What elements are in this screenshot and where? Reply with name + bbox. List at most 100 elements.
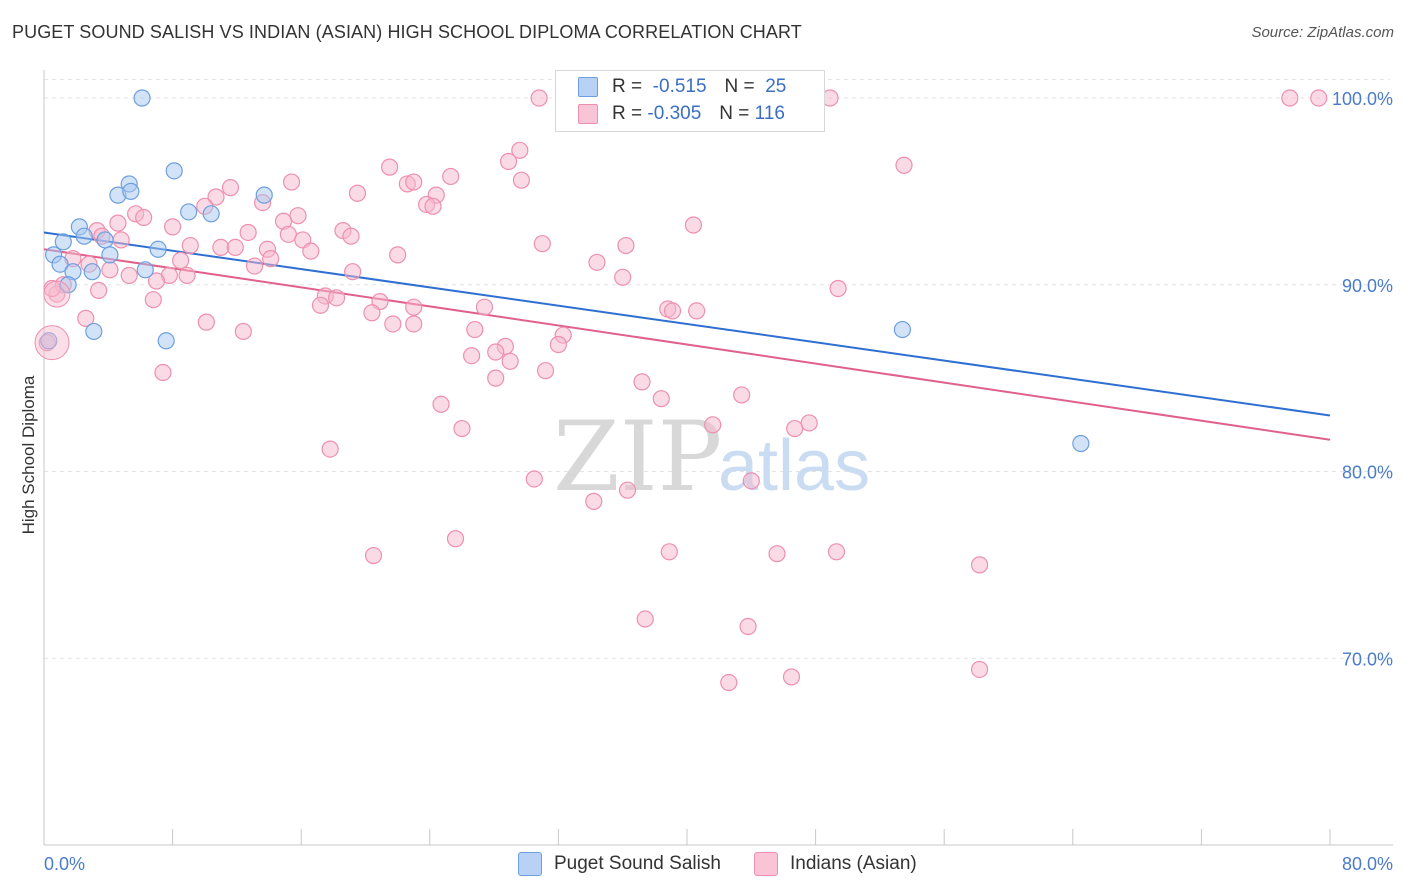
indian-point xyxy=(344,263,362,281)
indian-point xyxy=(181,236,199,255)
indian-point xyxy=(405,173,423,191)
indian-point xyxy=(800,414,818,432)
puget-point xyxy=(101,246,119,264)
indian-point xyxy=(501,352,519,370)
series-legend-indians[interactable]: Indians (Asian) xyxy=(754,852,917,876)
indian-point xyxy=(549,335,568,354)
puget-point xyxy=(51,255,69,273)
legend-r-label: R = xyxy=(612,76,643,97)
tick-labels: 70.0% 80.0% 90.0% 100.0% 0.0% 80.0% xyxy=(44,89,1393,874)
data-points xyxy=(34,89,1328,692)
watermark-zip: ZIP xyxy=(553,401,722,513)
indian-point xyxy=(487,369,505,387)
indian-point xyxy=(733,386,751,404)
indian-point xyxy=(342,227,360,245)
indian-point xyxy=(77,309,95,327)
indian-point xyxy=(742,472,760,490)
axes xyxy=(43,70,1393,846)
indian-point xyxy=(660,543,678,561)
watermark-atlas: atlas xyxy=(718,426,870,506)
indian-point xyxy=(970,556,989,574)
puget-point xyxy=(165,162,183,180)
puget-point xyxy=(75,227,93,245)
indian-point xyxy=(101,261,119,279)
indian-point xyxy=(1310,89,1328,107)
legend-n-label: N = xyxy=(719,103,750,124)
indian-point xyxy=(475,298,494,316)
indian-point xyxy=(178,266,196,285)
indian-point xyxy=(684,216,703,234)
indian-point-cluster xyxy=(34,325,70,361)
legend-swatch-blue xyxy=(578,77,598,97)
indian-point xyxy=(164,218,182,236)
indian-point xyxy=(234,322,252,341)
indian-point xyxy=(512,171,531,189)
indian-point xyxy=(279,225,297,243)
indian-point xyxy=(212,238,230,257)
legend-r-value: -0.305 xyxy=(647,103,702,124)
indian-point xyxy=(636,610,654,628)
y-tick-label: 70.0% xyxy=(1342,649,1393,669)
indian-point xyxy=(144,291,162,309)
y-tick-label: 80.0% xyxy=(1342,463,1393,483)
puget-point xyxy=(96,231,114,249)
indian-point xyxy=(525,470,543,488)
indian-point xyxy=(363,304,381,322)
indian-point xyxy=(633,373,651,391)
puget-point xyxy=(85,322,103,341)
puget-point xyxy=(149,240,167,258)
puget-point xyxy=(180,203,198,221)
indian-point xyxy=(262,250,280,268)
indian-point xyxy=(768,545,786,563)
indian-point xyxy=(618,481,637,499)
indian-point xyxy=(154,363,172,382)
indian-point xyxy=(588,253,606,271)
puget-point xyxy=(40,332,58,350)
series-swatch-pink xyxy=(754,852,778,876)
puget-point xyxy=(59,276,77,294)
indian-point xyxy=(405,298,423,316)
indian-point xyxy=(533,235,551,253)
indian-point xyxy=(348,184,367,202)
series-legend-label: Puget Sound Salish xyxy=(554,853,721,874)
indian-point xyxy=(487,343,505,361)
indian-point xyxy=(221,179,240,197)
legend-n-label: N = xyxy=(724,76,755,97)
puget-point xyxy=(54,233,72,251)
indian-point xyxy=(381,158,399,176)
puget-point xyxy=(157,332,175,350)
legend-swatch-pink xyxy=(578,104,598,124)
correlation-legend: R = -0.515 N = 25 R = -0.305 N = 116 xyxy=(555,70,825,132)
indian-point xyxy=(530,89,548,107)
indian-point xyxy=(327,289,346,307)
source-note: Source: ZipAtlas.com xyxy=(1251,24,1394,41)
puget-point xyxy=(133,89,151,107)
puget-point xyxy=(893,320,912,339)
puget-point xyxy=(136,261,154,279)
series-legend-puget[interactable]: Puget Sound Salish xyxy=(518,852,721,876)
indian-point xyxy=(120,266,138,285)
indian-point xyxy=(207,188,225,206)
indian-point xyxy=(786,419,804,438)
grid-lines xyxy=(44,78,1390,659)
indian-point xyxy=(499,152,518,171)
y-tick-label: 90.0% xyxy=(1342,276,1393,296)
indian-point xyxy=(197,313,215,331)
indian-point xyxy=(424,197,442,215)
legend-n-value: 25 xyxy=(765,76,787,97)
puget-point xyxy=(83,263,101,281)
indian-point xyxy=(239,223,257,242)
indian-point xyxy=(302,242,320,260)
indian-point xyxy=(827,543,846,561)
indian-point xyxy=(135,208,153,227)
indian-point xyxy=(442,167,460,186)
indian-point xyxy=(226,238,244,257)
puget-point xyxy=(202,205,220,223)
legend-row-indians: R = -0.305 N = 116 xyxy=(578,102,785,126)
indian-point xyxy=(720,673,738,692)
indian-point xyxy=(585,492,603,510)
watermark: ZIP atlas xyxy=(553,401,870,513)
indian-point xyxy=(446,530,465,548)
indian-point xyxy=(688,302,706,320)
